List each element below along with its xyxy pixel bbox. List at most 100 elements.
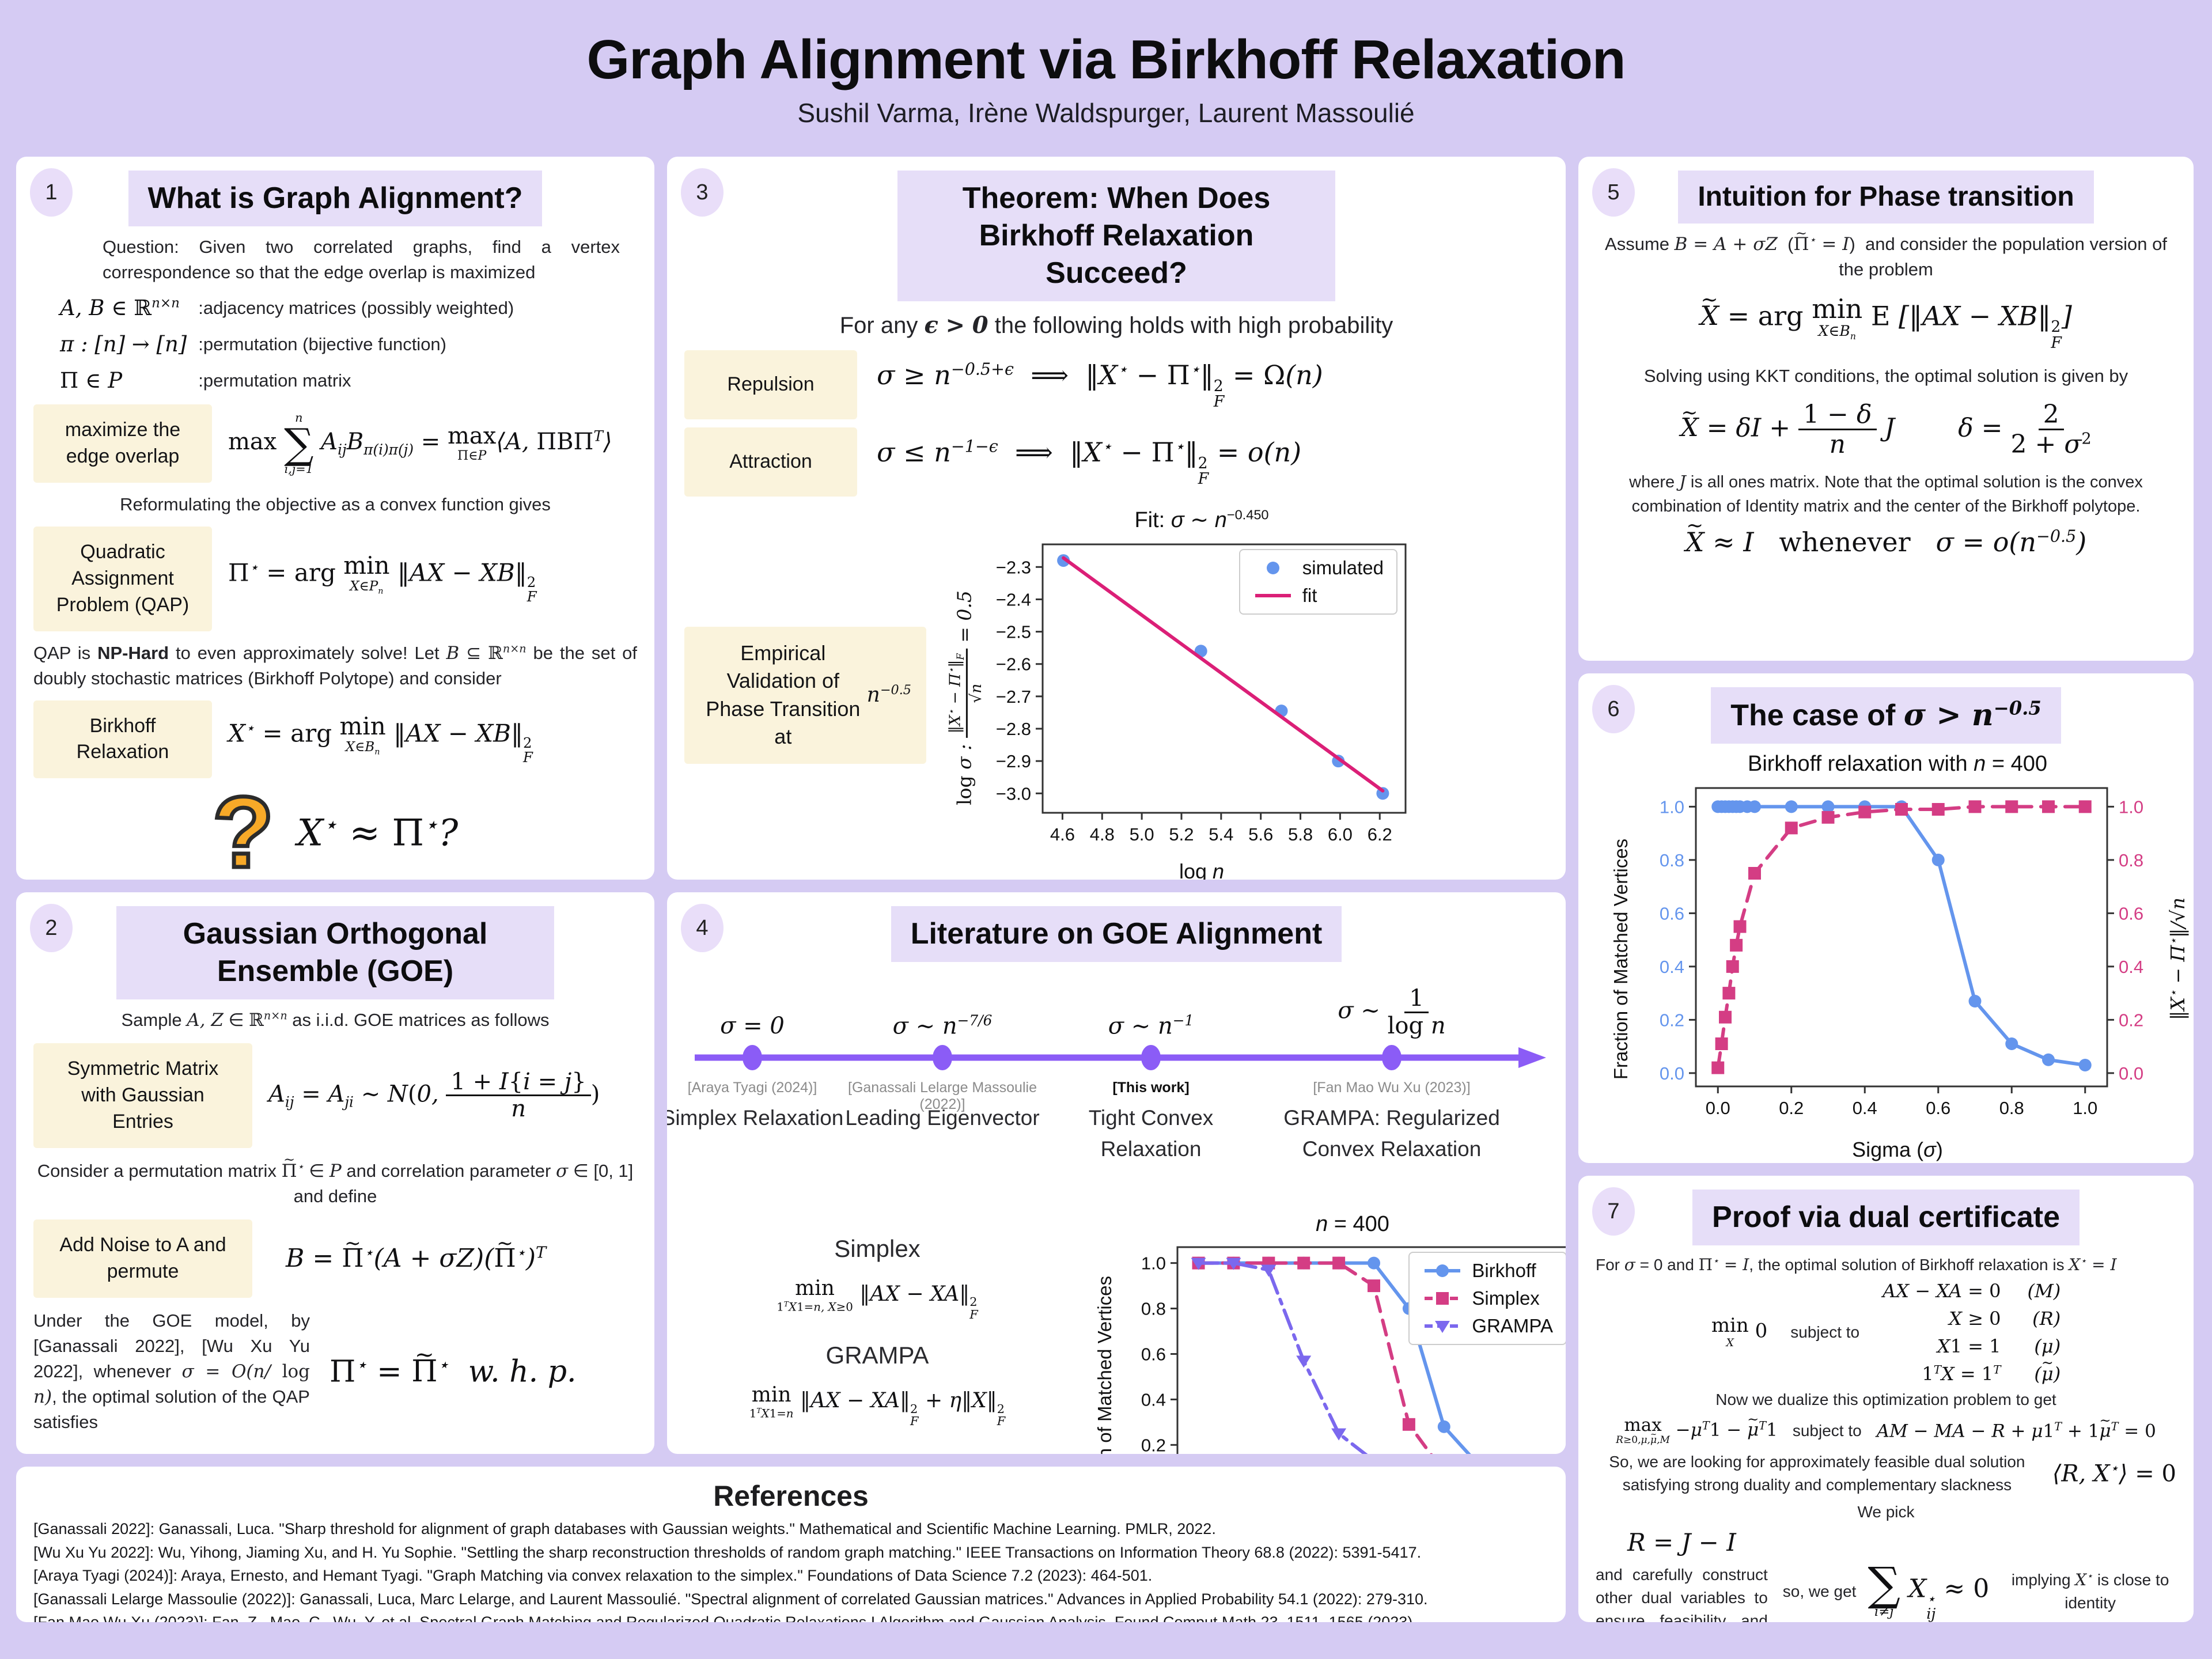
formula-dual-constraint: AM − MA − R + μ1T + 1μT = 0 (1877, 1420, 2156, 1441)
def-desc: :permutation matrix (198, 370, 351, 391)
reformulate-text: Reformulating the objective as a convex … (120, 494, 551, 514)
constraint-tag: (R) (2032, 1307, 2061, 1330)
svg-text:1.0: 1.0 (1141, 1253, 1166, 1274)
section-number-badge: 4 (681, 904, 724, 952)
card-head: The case of σ > n−0.5 (1596, 687, 2176, 744)
consider-text: Consider a permutation matrix Π⋆ ∈ P and… (33, 1158, 637, 1209)
y-axis-label: Fraction of Matched Vertices (1094, 1275, 1116, 1454)
svg-text:1.0: 1.0 (2073, 1098, 2097, 1118)
svg-text:−2.9: −2.9 (996, 751, 1031, 771)
timeline-method: GRAMPA: Regularized Convex Relaxation (1283, 1106, 1500, 1161)
definitions-list: A, B ∈ ℝn×n :adjacency matrices (possibl… (60, 296, 637, 393)
svg-text:5.0: 5.0 (1130, 824, 1154, 844)
constraint-tag: (M) (2027, 1279, 2061, 1302)
under-goe-text: Under the GOE model, by [Ganassali 2022]… (33, 1310, 310, 1432)
birkhoff-case-chart: Birkhoff relaxation with n = 400 Fractio… (1610, 752, 2189, 1162)
svg-text:0.0: 0.0 (1706, 1098, 1730, 1118)
construct-text: and carefully construct other dual varia… (1596, 1566, 1768, 1622)
card-intuition: 5 Intuition for Phase transition Assume … (1578, 157, 2194, 661)
card-head: What is Graph Alignment? (33, 171, 637, 226)
column-right: 5 Intuition for Phase transition Assume … (1578, 157, 2194, 1622)
poster-authors: Sushil Varma, Irène Waldspurger, Laurent… (797, 98, 1415, 128)
svg-text:0.8: 0.8 (2119, 850, 2143, 870)
formula-noise-model: B = Π⋆(A + σZ)(Π⋆)T (286, 1244, 546, 1273)
y-axis-label: log σ : ‖X⋆ − Π⋆‖F √n = 0.5 (945, 590, 985, 805)
formula-repulsion: σ ≥ n−0.5+ϵ ⟹ ‖X⋆ − Π⋆‖ 2 F = Ω(n) (877, 359, 1323, 411)
reference-item: [Araya Tyagi (2024)]: Araya, Ernesto, an… (33, 1567, 1153, 1584)
section-number-badge: 1 (30, 168, 73, 217)
implying-text: implying X⋆ is close to identity (2011, 1570, 2169, 1612)
constraint-tag: (μ) (2027, 1363, 2061, 1385)
svg-text:−2.6: −2.6 (996, 654, 1031, 675)
poster-body: 1 What is Graph Alignment? Question: Giv… (16, 157, 2196, 1622)
constraint-tag: (μ) (2034, 1335, 2061, 1357)
chart-title: Fit: σ ∼ n−0.450 (1134, 507, 1269, 532)
poster-header: Graph Alignment via Birkhoff Relaxation … (16, 0, 2196, 157)
proof-intro: For σ = 0 and Π⋆ = I, the optimal soluti… (1596, 1255, 2117, 1274)
svg-text:0.8: 0.8 (1999, 1098, 2024, 1118)
chart-plot-area: Fraction of Matched Vertices ‖X⋆ − Π⋆‖/√… (1610, 779, 2189, 1139)
svg-text:−2.7: −2.7 (996, 687, 1031, 707)
reference-item: [Wu Xu Yu 2022]: Wu, Yihong, Jiaming Xu,… (33, 1543, 1422, 1561)
constraint: X1 = 1 (1937, 1335, 2001, 1357)
svg-text:0.4: 0.4 (2119, 957, 2143, 977)
def-desc: :permutation (bijective function) (198, 334, 446, 354)
svg-text:6.2: 6.2 (1368, 824, 1392, 844)
formula-sum: ∑ i≠j X ⋆ ij ≈ 0 (1868, 1556, 1990, 1622)
subject-to-label: subject to (1792, 1421, 1862, 1440)
literature-bottom: Simplex min 1TX1=n, X≥0 ‖AX − XA‖ 2 F GRAMP… (684, 1212, 1566, 1454)
timeline-citation: [Fan Mao Wu Xu (2023)] (1313, 1080, 1471, 1096)
card-title: Proof via dual certificate (1692, 1190, 2080, 1245)
svg-text:−2.3: −2.3 (996, 557, 1031, 577)
svg-text:4.6: 4.6 (1050, 824, 1075, 844)
chart-legend: Birkhoff Simplex GRAMPA (1408, 1252, 1566, 1345)
timeline-citation: [Araya Tyagi (2024)] (687, 1080, 817, 1096)
timeline-method: Tight Convex Relaxation (1088, 1106, 1214, 1161)
legend-entry: Simplex (1422, 1287, 1553, 1309)
chart-title: n = 400 (1316, 1212, 1389, 1236)
formula-solution: X = δI + 1 − δn J (1680, 400, 1895, 459)
label-attraction: Attraction (684, 427, 857, 497)
timeline-method: Simplex Relaxation (667, 1106, 844, 1130)
svg-text:0.8: 0.8 (1660, 850, 1684, 870)
timeline-formula: σ = 0 (720, 1013, 785, 1039)
svg-text:5.6: 5.6 (1248, 824, 1273, 844)
subject-to-label: subject to (1790, 1323, 1860, 1341)
card-goe: 2 Gaussian Orthogonal Ensemble (GOE) Sam… (16, 892, 654, 1454)
kkt-text: Solving using KKT conditions, the optima… (1643, 365, 2128, 386)
card-head: Literature on GOE Alignment (684, 906, 1548, 962)
timeline-citation: [Ganassali Lelarge Massoulie (2022)] (848, 1080, 1037, 1112)
svg-text:5.4: 5.4 (1209, 824, 1233, 844)
formula-x-approx-pi: X⋆ ≈ Π⋆? (297, 811, 459, 855)
sample-text: Sample A, Z ∈ ℝn×n as i.i.d. GOE matrice… (121, 1009, 550, 1031)
formula-simplex: min 1TX1=n, X≥0 ‖AX − XA‖ 2 F (777, 1277, 978, 1321)
chart-title: Birkhoff relaxation with n = 400 (1747, 752, 2047, 776)
pick-row: R = J − I and carefully construct other … (1596, 1528, 2176, 1622)
svg-text:−3.0: −3.0 (996, 783, 1031, 804)
svg-text:0.2: 0.2 (1779, 1098, 1804, 1118)
timeline-citation-this-work: [This work] (1112, 1080, 1190, 1096)
timeline-item: σ ∼ n−7/6 [Ganassali Lelarge Massoulie (… (827, 970, 1058, 1212)
attraction-row: Attraction σ ≤ n−1−ϵ ⟹ ‖X⋆ − Π⋆‖ 2 F = o(n… (684, 427, 1548, 497)
def-symbol: π : [n] → [n] (60, 332, 187, 357)
card-title: Intuition for Phase transition (1678, 171, 2094, 224)
formula-complementary-slackness: ⟨R, X⋆⟩ = 0 (2052, 1460, 2176, 1487)
svg-text:5.8: 5.8 (1288, 824, 1313, 844)
svg-text:0.2: 0.2 (1660, 1010, 1684, 1030)
def-symbol: Π ∈ P (60, 368, 123, 393)
card-title: Literature on GOE Alignment (891, 906, 1342, 962)
card-references: References [Ganassali 2022]: Ganassali, … (16, 1467, 1566, 1622)
question-mark-icon: ? (210, 777, 276, 880)
svg-text:1.0: 1.0 (1660, 797, 1684, 817)
def-symbol: A, B ∈ ℝn×n (60, 296, 180, 321)
timeline-arrow (695, 1045, 1546, 1070)
formula-min-zero: min X 0 (1711, 1314, 1768, 1349)
svg-text:0.2: 0.2 (1141, 1435, 1166, 1454)
section-number-badge: 7 (1592, 1187, 1635, 1236)
references-title: References (713, 1480, 869, 1512)
timeline-item: σ = 0 [Araya Tyagi (2024)] Simplex Relax… (667, 970, 868, 1212)
formula-whp: Π⋆ = Π⋆ w. h. p. (329, 1354, 577, 1389)
